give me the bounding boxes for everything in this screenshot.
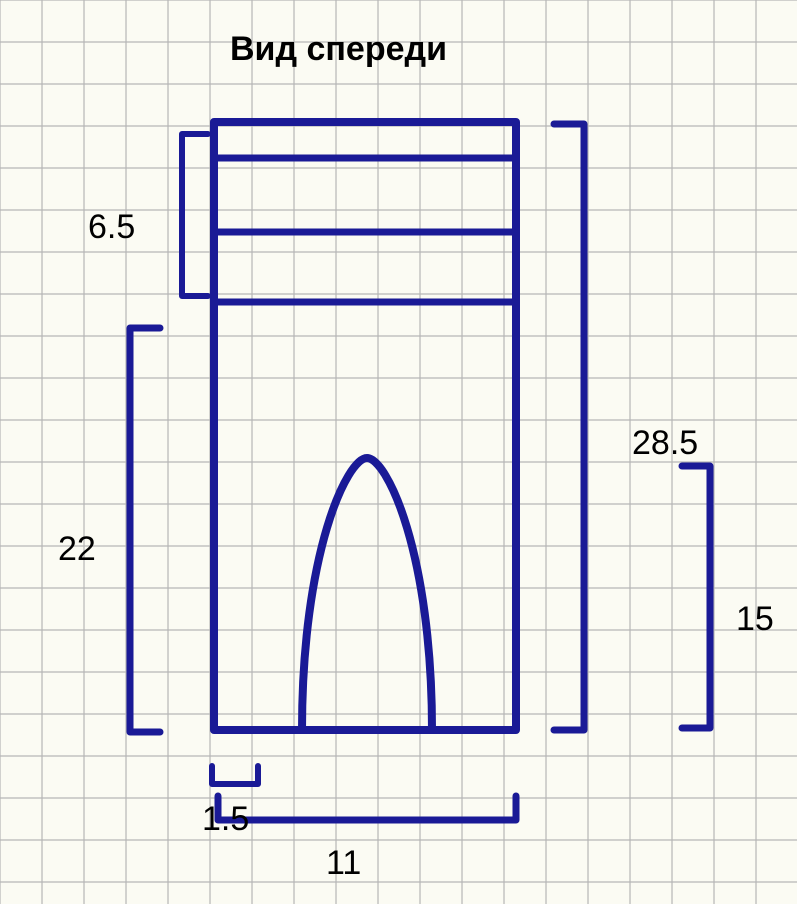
dim-6-5: 6.5: [88, 208, 135, 247]
dim-28-5: 28.5: [632, 424, 698, 463]
dim-15: 15: [736, 600, 774, 639]
dim-11: 11: [326, 844, 361, 883]
diagram-stage: Вид спереди 6.5 22 28.5 15 11 1.5: [0, 0, 797, 904]
title-label: Вид спереди: [230, 30, 447, 69]
dim-22: 22: [58, 530, 96, 569]
dim-1-5: 1.5: [202, 800, 249, 839]
